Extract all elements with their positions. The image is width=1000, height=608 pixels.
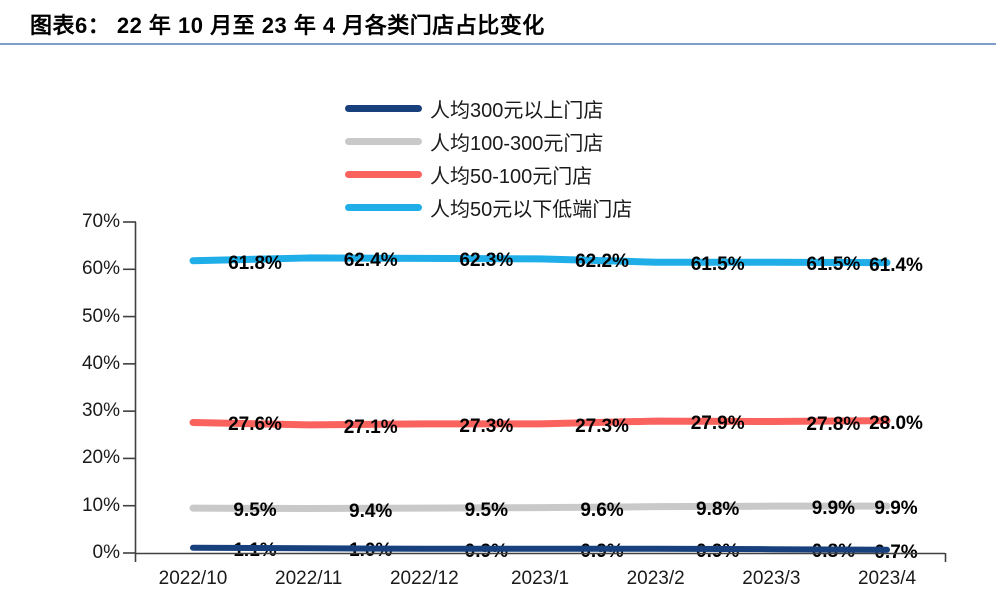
y-axis-tick-label: 60% xyxy=(81,258,120,280)
title-underline xyxy=(0,43,996,45)
data-label: 9.6% xyxy=(580,499,624,521)
legend-line-marker xyxy=(345,203,422,211)
x-axis-tick-label: 2023/4 xyxy=(857,568,917,589)
legend-item: 人均100-300元门店 xyxy=(345,128,632,155)
data-label: 1.0% xyxy=(349,540,393,562)
data-label: 1.1% xyxy=(233,539,277,561)
legend-label: 人均300元以上门店 xyxy=(430,99,604,122)
data-label: 9.4% xyxy=(349,500,393,522)
y-axis-tick-label: 40% xyxy=(81,352,120,374)
page-title: 图表6： 22 年 10 月至 23 年 4 月各类门店占比变化 xyxy=(30,13,545,38)
data-label: 62.4% xyxy=(343,249,398,271)
chart-legend: 人均300元以上门店 人均100-300元门店 人均50-100元门店人均50元以下… xyxy=(345,95,633,221)
data-label: 0.7% xyxy=(874,541,918,563)
legend-line-marker xyxy=(345,137,422,145)
legend-item: 人均300元以上门店 xyxy=(345,95,632,122)
data-label: 0.8% xyxy=(811,541,855,563)
data-label: 0.9% xyxy=(464,540,508,562)
data-label: 27.8% xyxy=(806,413,861,435)
data-label: 61.4% xyxy=(869,254,923,276)
legend-label: 人均100-300元门店 xyxy=(430,132,604,155)
x-axis-tick-label: 2023/2 xyxy=(626,568,685,589)
y-axis-tick-label: 50% xyxy=(81,305,120,327)
legend-label: 人均50元以下低端门店 xyxy=(430,198,633,221)
data-label: 9.5% xyxy=(233,500,277,522)
x-axis-tick-label: 2023/3 xyxy=(742,568,801,589)
data-label: 9.9% xyxy=(874,498,918,520)
x-axis-tick-label: 2022/12 xyxy=(389,568,459,589)
y-axis-tick-label: 20% xyxy=(81,447,120,469)
data-label: 27.1% xyxy=(343,416,398,438)
data-label: 61.5% xyxy=(806,254,861,276)
data-label: 9.5% xyxy=(464,500,508,522)
data-label: 27.6% xyxy=(228,414,282,436)
y-axis-tick-label: 70% xyxy=(81,211,120,232)
data-label: 61.5% xyxy=(690,254,745,276)
legend-line-marker xyxy=(345,104,422,112)
x-axis-tick-label: 2023/1 xyxy=(510,568,570,589)
legend-item: 人均50-100元门店 xyxy=(345,161,632,188)
series-line xyxy=(189,254,891,267)
y-axis-tick-label: 0% xyxy=(92,542,120,563)
data-label: 61.8% xyxy=(228,252,282,274)
data-label: 27.9% xyxy=(690,413,745,435)
legend-line-marker xyxy=(345,170,422,178)
data-label: 28.0% xyxy=(869,412,923,434)
data-label: 27.3% xyxy=(459,415,514,437)
legend-item: 人均50元以下低端门店 xyxy=(345,194,633,221)
series-line xyxy=(189,502,891,513)
x-axis-tick-label: 2022/11 xyxy=(275,568,343,589)
y-axis-tick-label: 30% xyxy=(81,400,120,422)
data-label: 9.9% xyxy=(811,498,855,520)
series-line xyxy=(189,417,891,429)
data-label: 27.3% xyxy=(575,415,629,437)
data-label: 9.8% xyxy=(696,498,740,520)
y-axis-tick-label: 10% xyxy=(81,494,120,516)
data-label: 62.2% xyxy=(575,250,629,272)
data-label: 62.3% xyxy=(459,250,514,272)
data-label: 0.9% xyxy=(580,540,624,562)
legend-label: 人均50-100元门店 xyxy=(430,165,593,188)
x-axis-tick-label: 2022/10 xyxy=(158,568,228,589)
data-label: 0.9% xyxy=(696,540,740,562)
